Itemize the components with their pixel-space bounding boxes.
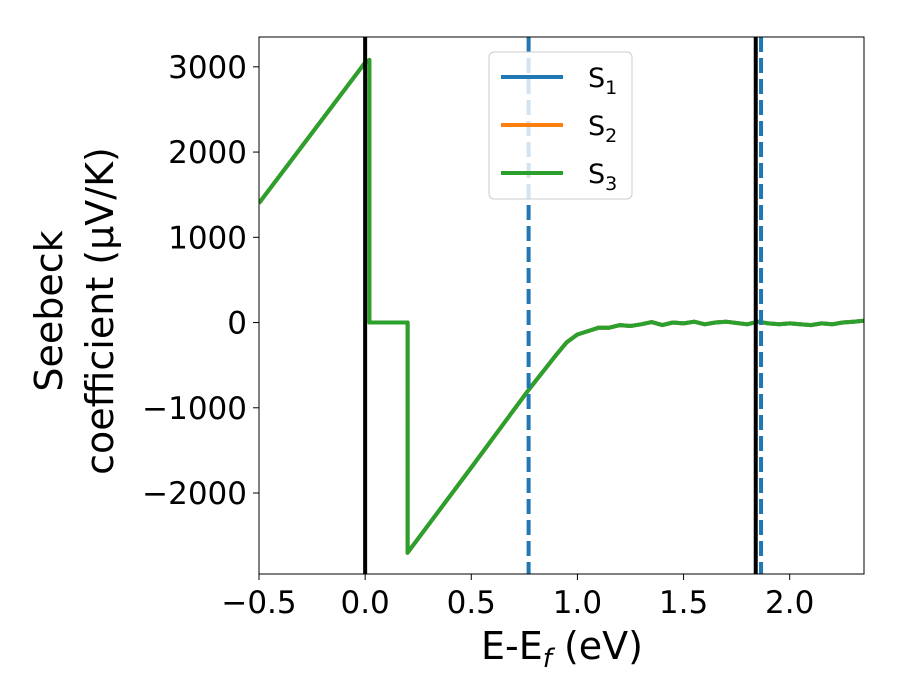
y-tick-label: 3000 <box>168 50 247 86</box>
y-tick-label: 0 <box>227 306 247 342</box>
x-tick-label: −0.5 <box>221 585 296 621</box>
legend-label-2: S2 <box>588 111 617 147</box>
x-tick-label: 1.0 <box>553 585 602 621</box>
y-tick-label: 2000 <box>168 135 247 171</box>
data-series <box>259 58 864 555</box>
y-axis-title-line-1: Seebeck <box>27 230 71 391</box>
legend-label-3: S3 <box>588 159 617 195</box>
x-axis-title-unit: (eV) <box>552 624 643 668</box>
y-tick-label: 1000 <box>168 220 247 256</box>
y-tick-label: −2000 <box>142 476 247 512</box>
x-axis-title: E-Ef (eV) <box>481 624 643 674</box>
y-axis-ticks: 3000 2000 1000 0 −1000 −2000 <box>142 50 259 512</box>
y-tick-label: −1000 <box>142 391 247 427</box>
axes-frame <box>258 36 865 575</box>
series-line-3 <box>259 58 864 555</box>
y-axis-title-line-2: coefficient (μV/K) <box>78 147 122 475</box>
x-tick-label: 0.0 <box>340 585 389 621</box>
legend: S1 S2 S3 <box>488 51 633 200</box>
x-tick-label: 1.5 <box>659 585 708 621</box>
legend-label-1: S1 <box>588 63 617 99</box>
x-tick-label: 2.0 <box>765 585 814 621</box>
x-axis-ticks: −0.5 0.0 0.5 1.0 1.5 2.0 <box>221 574 814 621</box>
x-tick-label: 0.5 <box>447 585 496 621</box>
